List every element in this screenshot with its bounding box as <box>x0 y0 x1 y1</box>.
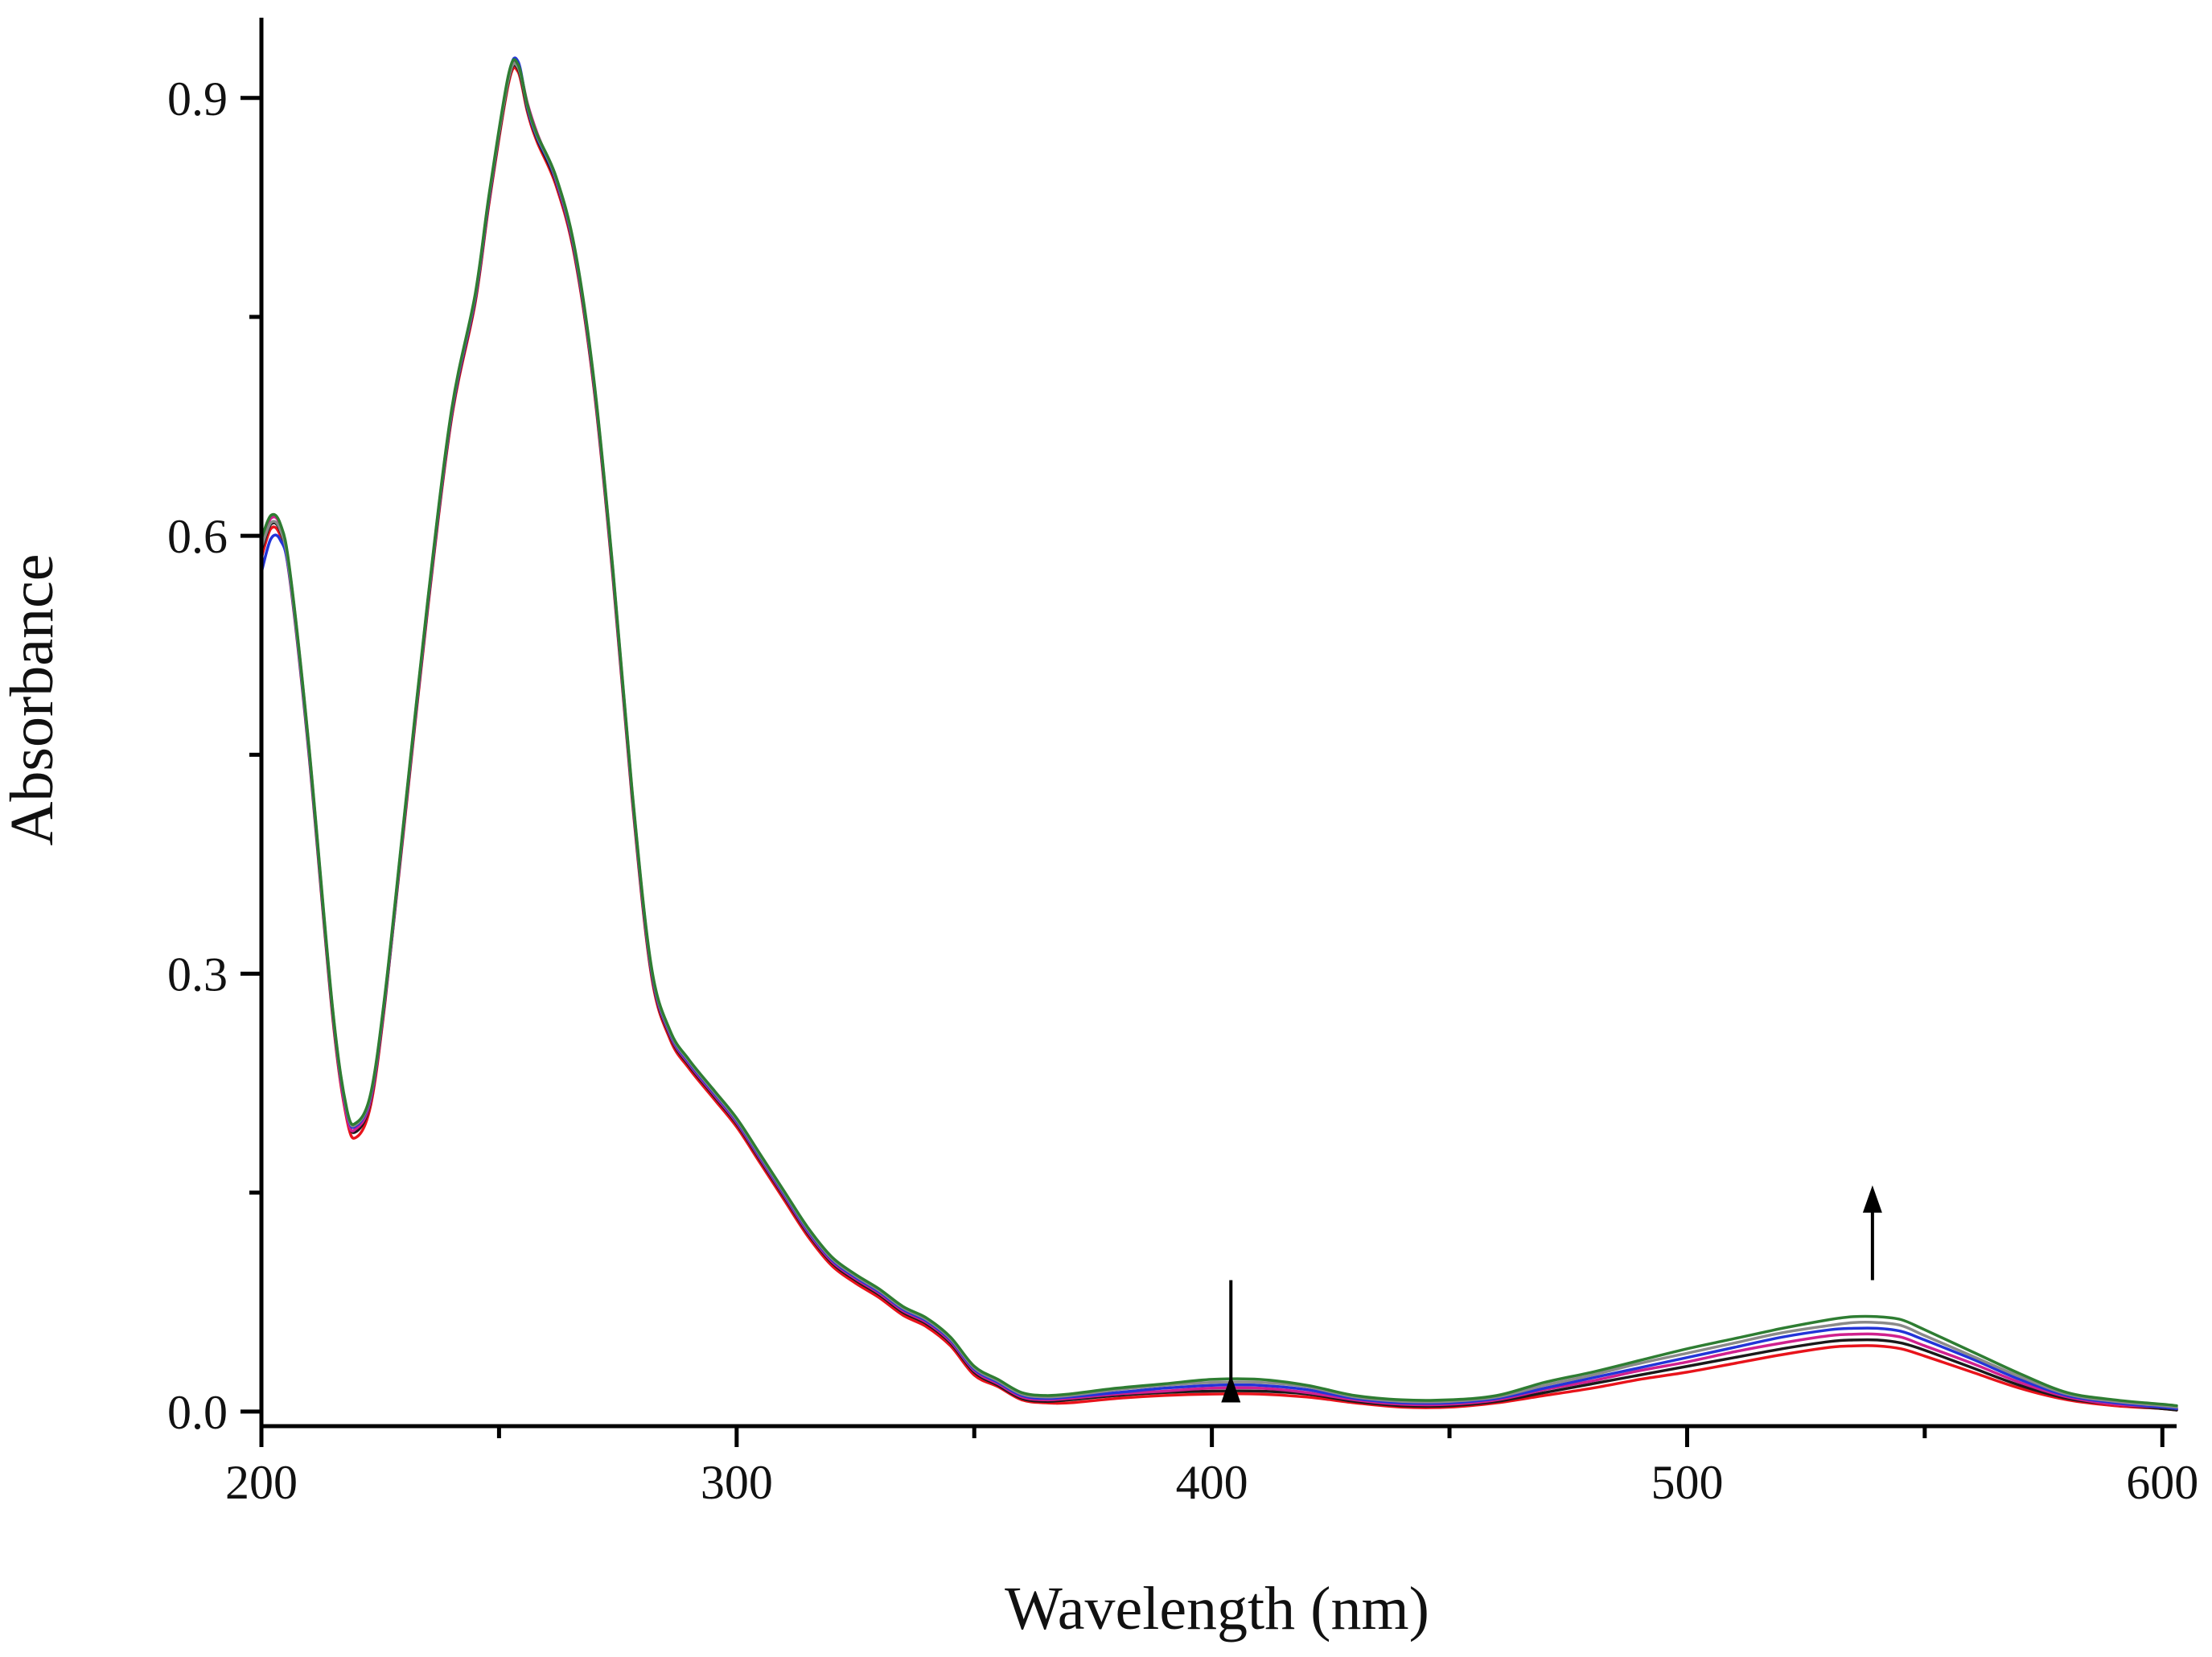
series-line-5 <box>260 62 2178 1409</box>
x-axis-title: Wavelength (nm) <box>1005 1575 1429 1643</box>
annotation-group <box>1221 1185 1882 1403</box>
y-axis-title: Absorbance <box>0 554 66 846</box>
series-group <box>260 56 2178 1412</box>
y-tick-label: 0.3 <box>167 948 228 1001</box>
arrow-head <box>1862 1185 1882 1213</box>
axes-group <box>259 18 2177 1429</box>
arrow-head <box>1221 1375 1241 1403</box>
up-arrow-icon <box>1221 1280 1241 1403</box>
x-tick-label: 300 <box>701 1456 773 1509</box>
series-line-4 <box>260 56 2178 1410</box>
series-line-2 <box>260 63 2178 1412</box>
x-tick-label: 500 <box>1651 1456 1723 1509</box>
series-line-6 <box>260 58 2178 1408</box>
y-tick-label: 0.9 <box>167 72 228 125</box>
x-tick-label: 400 <box>1176 1456 1248 1509</box>
series-line-1 <box>260 66 2178 1412</box>
series-line-3 <box>260 60 2178 1410</box>
up-arrow-icon <box>1862 1185 1882 1281</box>
y-tick-label: 0.6 <box>167 510 228 563</box>
y-tick-label: 0.0 <box>167 1386 228 1439</box>
ticks-group: 200 300 400 500 600 0.0 0.3 0.6 0.9 <box>167 72 2198 1509</box>
x-tick-label: 600 <box>2126 1456 2198 1509</box>
x-tick-label: 200 <box>225 1456 298 1509</box>
